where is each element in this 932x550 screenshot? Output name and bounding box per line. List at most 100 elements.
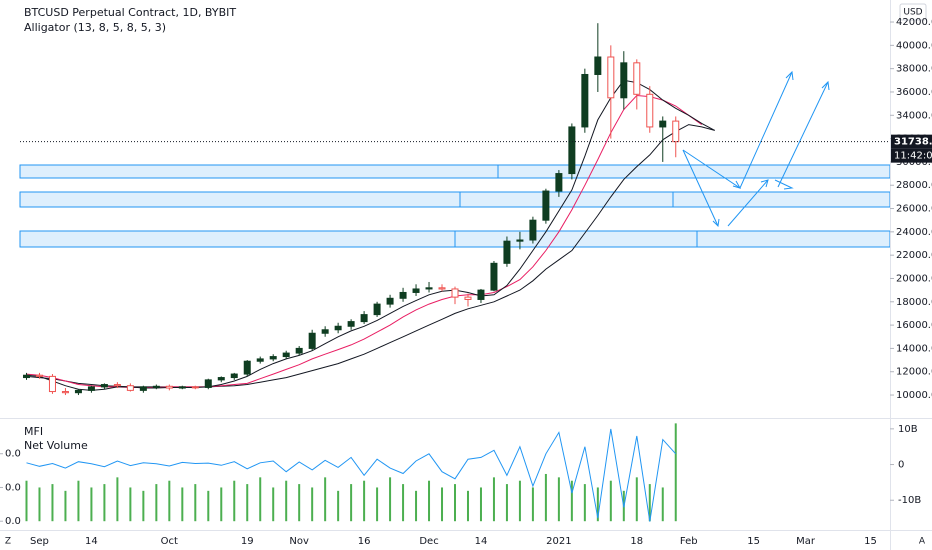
y-tick-label: 34000.0 (896, 110, 932, 121)
candle-body (243, 360, 251, 375)
volume-bar (531, 487, 534, 522)
candle-body (165, 385, 173, 389)
ui-button[interactable]: A (919, 537, 926, 547)
volume-bar (609, 480, 612, 522)
candle-body (308, 332, 316, 349)
arrow-head (785, 70, 794, 81)
y-tick-label: 20000.0 (896, 273, 932, 284)
candle-body (217, 377, 225, 381)
candle-body (542, 190, 550, 221)
volume-bar (324, 477, 327, 522)
x-tick-label: 14 (85, 536, 98, 547)
zones (19, 164, 891, 248)
y-tick-label: 28000.0 (896, 180, 932, 191)
candle-body (425, 287, 433, 290)
x-tick-label: 16 (358, 536, 371, 547)
arrow (777, 81, 829, 188)
candle-body (100, 384, 108, 388)
candle-body (321, 329, 329, 334)
x-tick-label: 19 (241, 536, 254, 547)
chart-title: BTCUSD Perpetual Contract, 1D, BYBIT (24, 6, 236, 19)
candle-body (152, 385, 160, 388)
volume-bar (246, 484, 249, 522)
candle-body (646, 93, 654, 128)
candle-body (620, 62, 628, 99)
y-tick-label: 18000.0 (896, 297, 932, 308)
currency[interactable]: USD (903, 8, 922, 18)
volume-bar (518, 480, 521, 522)
candle-body (87, 386, 95, 391)
candle-body (191, 386, 199, 389)
y-tick-label: 16000.0 (896, 320, 932, 331)
y-tick-label: -10B (898, 495, 921, 506)
y-tick-label: 14000.0 (896, 343, 932, 354)
x-tick-label: Dec (419, 536, 438, 547)
volume-bar (337, 490, 340, 522)
last-price-label: 31738.0 (894, 137, 932, 148)
x-tick-label: Mar (796, 536, 816, 547)
volume-bar (479, 487, 482, 522)
currency-box[interactable] (899, 3, 927, 21)
x-tick-label: 15 (747, 536, 760, 547)
volume-bar (402, 484, 405, 522)
x-tick-label: 2021 (546, 536, 571, 547)
zone (19, 191, 891, 208)
arrow-head (760, 179, 769, 188)
volume-bar (259, 477, 262, 522)
volume-bar (298, 484, 301, 522)
x-tick-label: Nov (289, 536, 309, 547)
volume-bar (207, 490, 210, 522)
x-tick-label: 18 (630, 536, 643, 547)
candle-body (490, 262, 498, 291)
x-tick-label: Sep (30, 536, 49, 547)
ui-button[interactable]: Z (5, 537, 11, 547)
candle-body (178, 386, 186, 389)
candle-body (48, 375, 56, 393)
volume-bar (363, 480, 366, 522)
x-tick-label: Feb (680, 536, 698, 547)
candle-body (672, 120, 680, 143)
volume-bar (233, 480, 236, 522)
volume-bar (129, 487, 132, 522)
candle-body (61, 391, 69, 394)
volume-bar (544, 473, 547, 522)
candle-body (204, 379, 212, 388)
volume-bar (583, 484, 586, 522)
volume-bar (570, 480, 573, 522)
candle-body (230, 373, 238, 379)
y-tick-label: 0 (898, 460, 904, 471)
projection-arrows (682, 70, 830, 228)
y-tick-label: 36000.0 (896, 87, 932, 98)
volume-bar (77, 480, 80, 522)
candle-body (464, 296, 472, 300)
zone (19, 164, 891, 179)
y-tick-label: 40000.0 (896, 40, 932, 51)
arrow (774, 179, 794, 190)
y2-tick-label: 0.0 (5, 449, 21, 460)
volume-bar (103, 484, 106, 522)
candle-body (607, 56, 615, 99)
volume-bar (168, 480, 171, 522)
volume-bar (389, 477, 392, 522)
candle-body (334, 325, 342, 331)
y-tick-label: 12000.0 (896, 367, 932, 378)
volume-bar (272, 487, 275, 522)
candle-body (139, 386, 147, 391)
volume-bar (220, 487, 223, 522)
candle-body (295, 347, 303, 354)
legend-entry: Net Volume (24, 439, 88, 452)
candle-body (503, 240, 511, 264)
volume-bar (415, 490, 418, 522)
candle-body (35, 374, 43, 377)
candle-body (269, 356, 277, 360)
y-tick-label: 38000.0 (896, 64, 932, 75)
candle-body (347, 321, 355, 327)
candle-body (659, 120, 667, 128)
candle-body (438, 287, 446, 290)
y2-tick-label: 0.0 (5, 482, 21, 493)
arrow-head (821, 80, 830, 91)
candle-body (529, 219, 537, 241)
volume-bar (428, 480, 431, 522)
